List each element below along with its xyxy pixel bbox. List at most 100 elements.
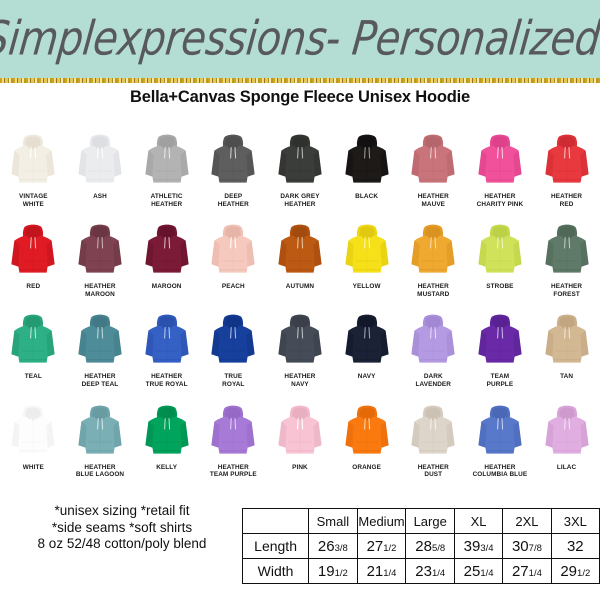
color-swatch-autumn[interactable]: AUTUMN [267, 220, 334, 298]
color-label: HEATHER COLUMBIA BLUE [472, 463, 528, 479]
size-chart-cell: 211/4 [356, 558, 407, 584]
hoodie-icon [536, 220, 598, 282]
hoodie-icon [2, 401, 64, 463]
size-chart-cell: 285/8 [405, 533, 455, 559]
color-swatch-maroon[interactable]: MAROON [133, 220, 200, 298]
hoodie-icon [69, 130, 131, 192]
color-swatch-pink[interactable]: PINK [267, 401, 334, 479]
color-swatch-lilac[interactable]: LILAC [533, 401, 600, 479]
color-label: TEAM PURPLE [486, 373, 514, 388]
hoodie-icon [269, 310, 331, 372]
hoodie-icon [269, 130, 331, 192]
color-swatch-tan[interactable]: TAN [533, 310, 600, 388]
color-swatch-true-royal[interactable]: TRUE ROYAL [200, 310, 267, 388]
color-swatch-heather-red[interactable]: HEATHER RED [533, 130, 600, 208]
size-col-large: Large [405, 508, 455, 534]
color-swatch-deep-heather[interactable]: DEEP HEATHER [200, 130, 267, 208]
color-swatch-red[interactable]: RED [0, 220, 67, 298]
product-info-text: *unisex sizing *retail fit *side seams *s… [2, 503, 242, 553]
info-line: 8 oz 52/48 cotton/poly blend [37, 536, 207, 551]
size-chart-row-length: Length 263/8 271/2 285/8 393/4 307/8 32 [241, 533, 600, 559]
color-swatch-dark-grey-heather[interactable]: DARK GREY HEATHER [267, 130, 334, 208]
color-row: WHITE HEATHER BLUE LAGOON KELLY [0, 401, 600, 479]
size-chart-cell: 251/4 [453, 558, 504, 584]
size-chart-cell: 263/8 [308, 533, 358, 559]
color-swatch-heather-navy[interactable]: HEATHER NAVY [267, 310, 334, 388]
color-swatch-heather-charity-pink[interactable]: HEATHER CHARITY PINK [467, 130, 534, 208]
row-spacer [0, 208, 600, 220]
hoodie-icon [202, 130, 264, 192]
color-row: RED HEATHER MAROON MAROON P [0, 220, 600, 298]
info-line: *side seams *soft shirts [51, 519, 193, 535]
color-swatch-black[interactable]: BLACK [333, 130, 400, 208]
color-label: DARK GREY HEATHER [280, 193, 320, 208]
hoodie-icon [469, 401, 531, 463]
size-col-small: Small [308, 508, 358, 534]
hoodie-icon [136, 220, 198, 282]
color-label: HEATHER TRUE ROYAL [145, 373, 188, 388]
size-chart-cell: 291/2 [550, 558, 600, 584]
color-swatch-vintage-white[interactable]: VINTAGE WHITE [0, 130, 67, 208]
product-subtitle: Bella+Canvas Sponge Fleece Unisex Hoodie [130, 88, 470, 106]
hoodie-icon [336, 310, 398, 372]
color-label: LILAC [556, 463, 577, 471]
color-swatch-heather-mauve[interactable]: HEATHER MAUVE [400, 130, 467, 208]
size-chart-cell: 393/4 [453, 533, 504, 559]
size-chart-cell: 271/4 [502, 558, 552, 584]
hoodie-icon [336, 220, 398, 282]
color-label: HEATHER NAVY [284, 373, 316, 388]
color-swatch-team-purple[interactable]: TEAM PURPLE [467, 310, 534, 388]
color-label: HEATHER CHARITY PINK [476, 193, 524, 208]
hoodie-icon [536, 401, 598, 463]
color-label: PEACH [221, 283, 245, 291]
hoodie-icon [469, 310, 531, 372]
size-col-medium: Medium [356, 508, 407, 534]
hoodie-icon [202, 401, 264, 463]
color-swatch-peach[interactable]: PEACH [200, 220, 267, 298]
color-label: STROBE [486, 283, 514, 291]
size-col-2xl: 2XL [502, 508, 552, 534]
hoodie-icon [536, 130, 598, 192]
size-chart-table: Small Medium Large XL 2XL 3XL Length 263/… [241, 508, 600, 584]
color-swatch-orange[interactable]: ORANGE [333, 401, 400, 479]
color-swatch-dark-lavender[interactable]: DARK LAVENDER [400, 310, 467, 388]
color-swatch-navy[interactable]: NAVY [333, 310, 400, 388]
color-label: ORANGE [352, 463, 381, 471]
color-swatch-ash[interactable]: ASH [67, 130, 134, 208]
color-swatch-heather-columbia-blue[interactable]: HEATHER COLUMBIA BLUE [467, 401, 534, 479]
gold-glitter-divider [0, 78, 600, 83]
color-swatch-yellow[interactable]: YELLOW [333, 220, 400, 298]
color-swatch-heather-forest[interactable]: HEATHER FOREST [533, 220, 600, 298]
color-row: TEAL HEATHER DEEP TEAL HEATHER TRUE ROYAL [0, 310, 600, 388]
hoodie-icon [2, 220, 64, 282]
color-swatch-heather-maroon[interactable]: HEATHER MAROON [67, 220, 134, 298]
color-swatch-strobe[interactable]: STROBE [467, 220, 534, 298]
color-swatch-white[interactable]: WHITE [0, 401, 67, 479]
hoodie-icon [136, 130, 198, 192]
hoodie-icon [402, 401, 464, 463]
hoodie-icon [136, 310, 198, 372]
size-chart-row-width: Width 191/2 211/4 231/4 251/4 271/4 291/2 [241, 558, 600, 584]
color-swatch-heather-blue-lagoon[interactable]: HEATHER BLUE LAGOON [67, 401, 134, 479]
color-swatch-heather-true-royal[interactable]: HEATHER TRUE ROYAL [133, 310, 200, 388]
hoodie-icon [336, 401, 398, 463]
color-label: HEATHER MUSTARD [417, 283, 450, 298]
hoodie-icon [69, 220, 131, 282]
hoodie-icon [269, 401, 331, 463]
color-label: RED [26, 283, 41, 291]
color-label: ASH [93, 193, 107, 200]
color-swatch-heather-dust[interactable]: HEATHER DUST [400, 401, 467, 479]
color-swatch-heather-deep-teal[interactable]: HEATHER DEEP TEAL [67, 310, 134, 388]
color-swatch-heather-team-purple[interactable]: HEATHER TEAM PURPLE [200, 401, 267, 479]
color-label: HEATHER DEEP TEAL [81, 373, 119, 388]
color-swatch-athletic-heather[interactable]: ATHLETIC HEATHER [133, 130, 200, 208]
color-label: KELLY [156, 463, 178, 471]
color-label: VINTAGE WHITE [19, 193, 48, 208]
color-swatch-heather-mustard[interactable]: HEATHER MUSTARD [400, 220, 467, 298]
color-swatch-kelly[interactable]: KELLY [133, 401, 200, 479]
size-chart-cell: 271/2 [356, 533, 407, 559]
color-swatch-teal[interactable]: TEAL [0, 310, 67, 388]
size-chart-cell: 307/8 [502, 533, 552, 559]
hoodie-icon [69, 310, 131, 372]
